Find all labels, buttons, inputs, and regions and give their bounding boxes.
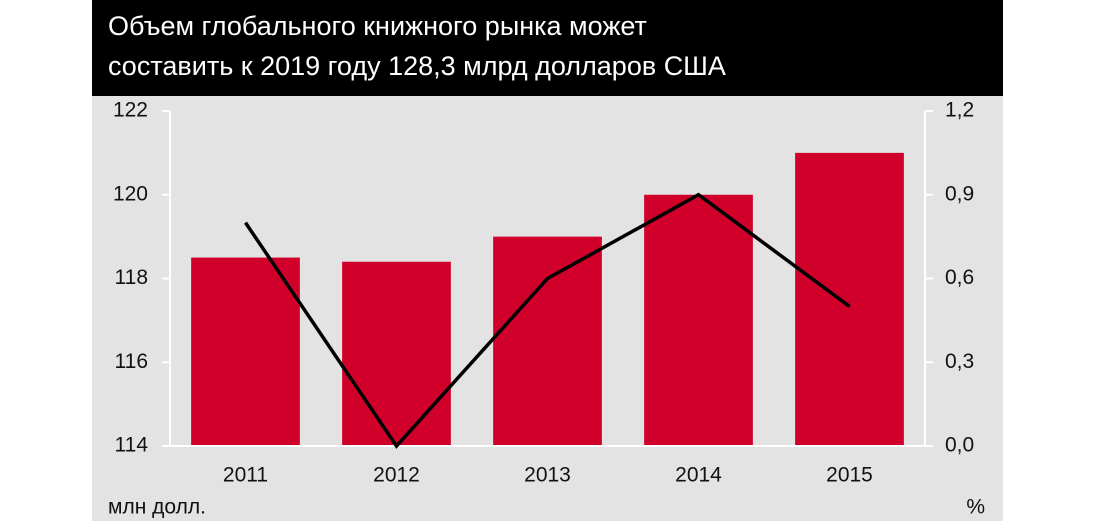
x-tick-label: 2011	[223, 464, 268, 487]
y2-tick-label: 0,9	[945, 182, 974, 205]
bar	[342, 261, 451, 446]
y-tick-label: 114	[115, 434, 149, 457]
x-tick-label: 2013	[524, 464, 571, 487]
x-tick-label: 2012	[373, 464, 420, 487]
y-axis-label: млн долл.	[108, 496, 206, 519]
bar	[795, 152, 904, 446]
x-tick-label: 2015	[826, 464, 873, 487]
y-tick-label: 116	[115, 350, 148, 373]
chart-title: Объем глобального книжного рынка может	[108, 11, 647, 41]
bar	[644, 194, 753, 446]
title-band	[92, 0, 1003, 96]
line	[244, 192, 851, 449]
y2-axis-label: %	[966, 496, 985, 519]
y2-tick-label: 0,0	[945, 434, 974, 457]
y2-tick-label: 0,6	[945, 266, 974, 289]
y-tick-label: 118	[115, 266, 148, 289]
y-tick-label: 120	[113, 182, 148, 205]
bar	[191, 257, 300, 446]
y-tick-label: 122	[113, 99, 148, 122]
bar	[493, 236, 602, 446]
chart-title: составить к 2019 году 128,3 млрд долларо…	[108, 51, 726, 81]
y2-tick-label: 1,2	[945, 99, 974, 122]
y2-tick-label: 0,3	[945, 350, 974, 373]
x-tick-label: 2014	[675, 464, 722, 487]
